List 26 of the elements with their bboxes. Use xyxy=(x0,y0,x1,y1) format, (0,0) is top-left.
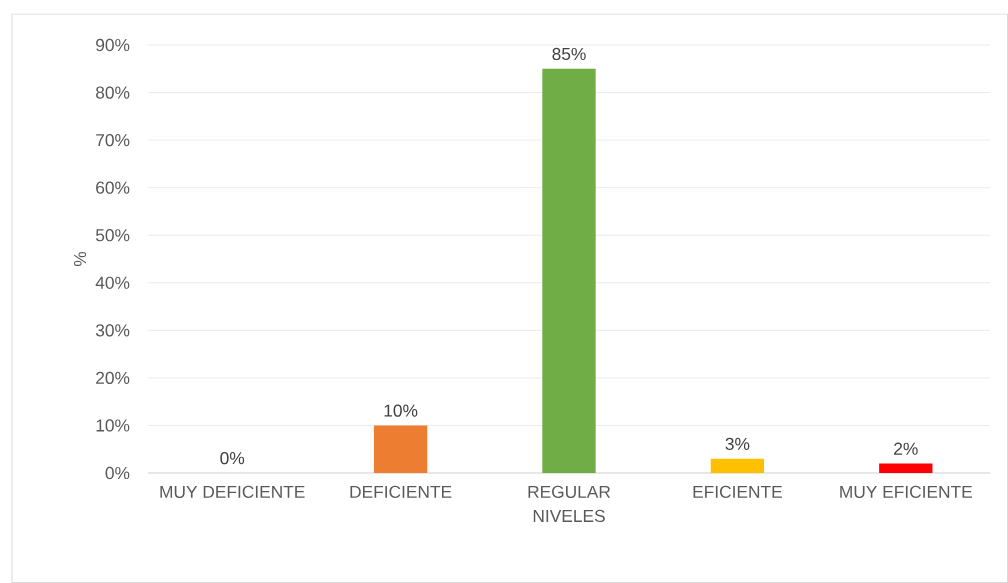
data-label: 3% xyxy=(725,437,750,451)
y-tick-label: 40% xyxy=(95,276,130,289)
y-tick-label: 30% xyxy=(95,324,130,337)
y-tick-label: 20% xyxy=(96,371,130,385)
y-tick-label: 10% xyxy=(96,419,130,432)
y-axis-title: % xyxy=(73,251,87,267)
bar xyxy=(373,425,428,473)
data-label: 85% xyxy=(552,47,586,61)
y-tick-label: 60% xyxy=(96,181,130,194)
x-tick-label: DEFICIENTE xyxy=(350,485,452,498)
bar xyxy=(710,458,765,473)
x-tick-label: REGULAR xyxy=(528,485,611,498)
data-label: 2% xyxy=(894,442,918,455)
y-tick-label: 90% xyxy=(96,38,130,52)
bar xyxy=(542,68,596,473)
y-tick-label: 50% xyxy=(95,229,130,242)
x-axis-title: NIVELES xyxy=(533,509,605,523)
bar xyxy=(879,463,933,473)
x-tick-label: MUY EFICIENTE xyxy=(840,485,972,498)
y-tick-label: 70% xyxy=(96,133,130,147)
data-label: 10% xyxy=(384,404,418,417)
x-tick-label: MUY DEFICIENTE xyxy=(160,485,305,498)
y-tick-label: 80% xyxy=(96,86,130,99)
data-label: 0% xyxy=(220,452,245,465)
x-tick-label: EFICIENTE xyxy=(693,485,782,498)
y-tick-label: 0% xyxy=(105,466,130,480)
